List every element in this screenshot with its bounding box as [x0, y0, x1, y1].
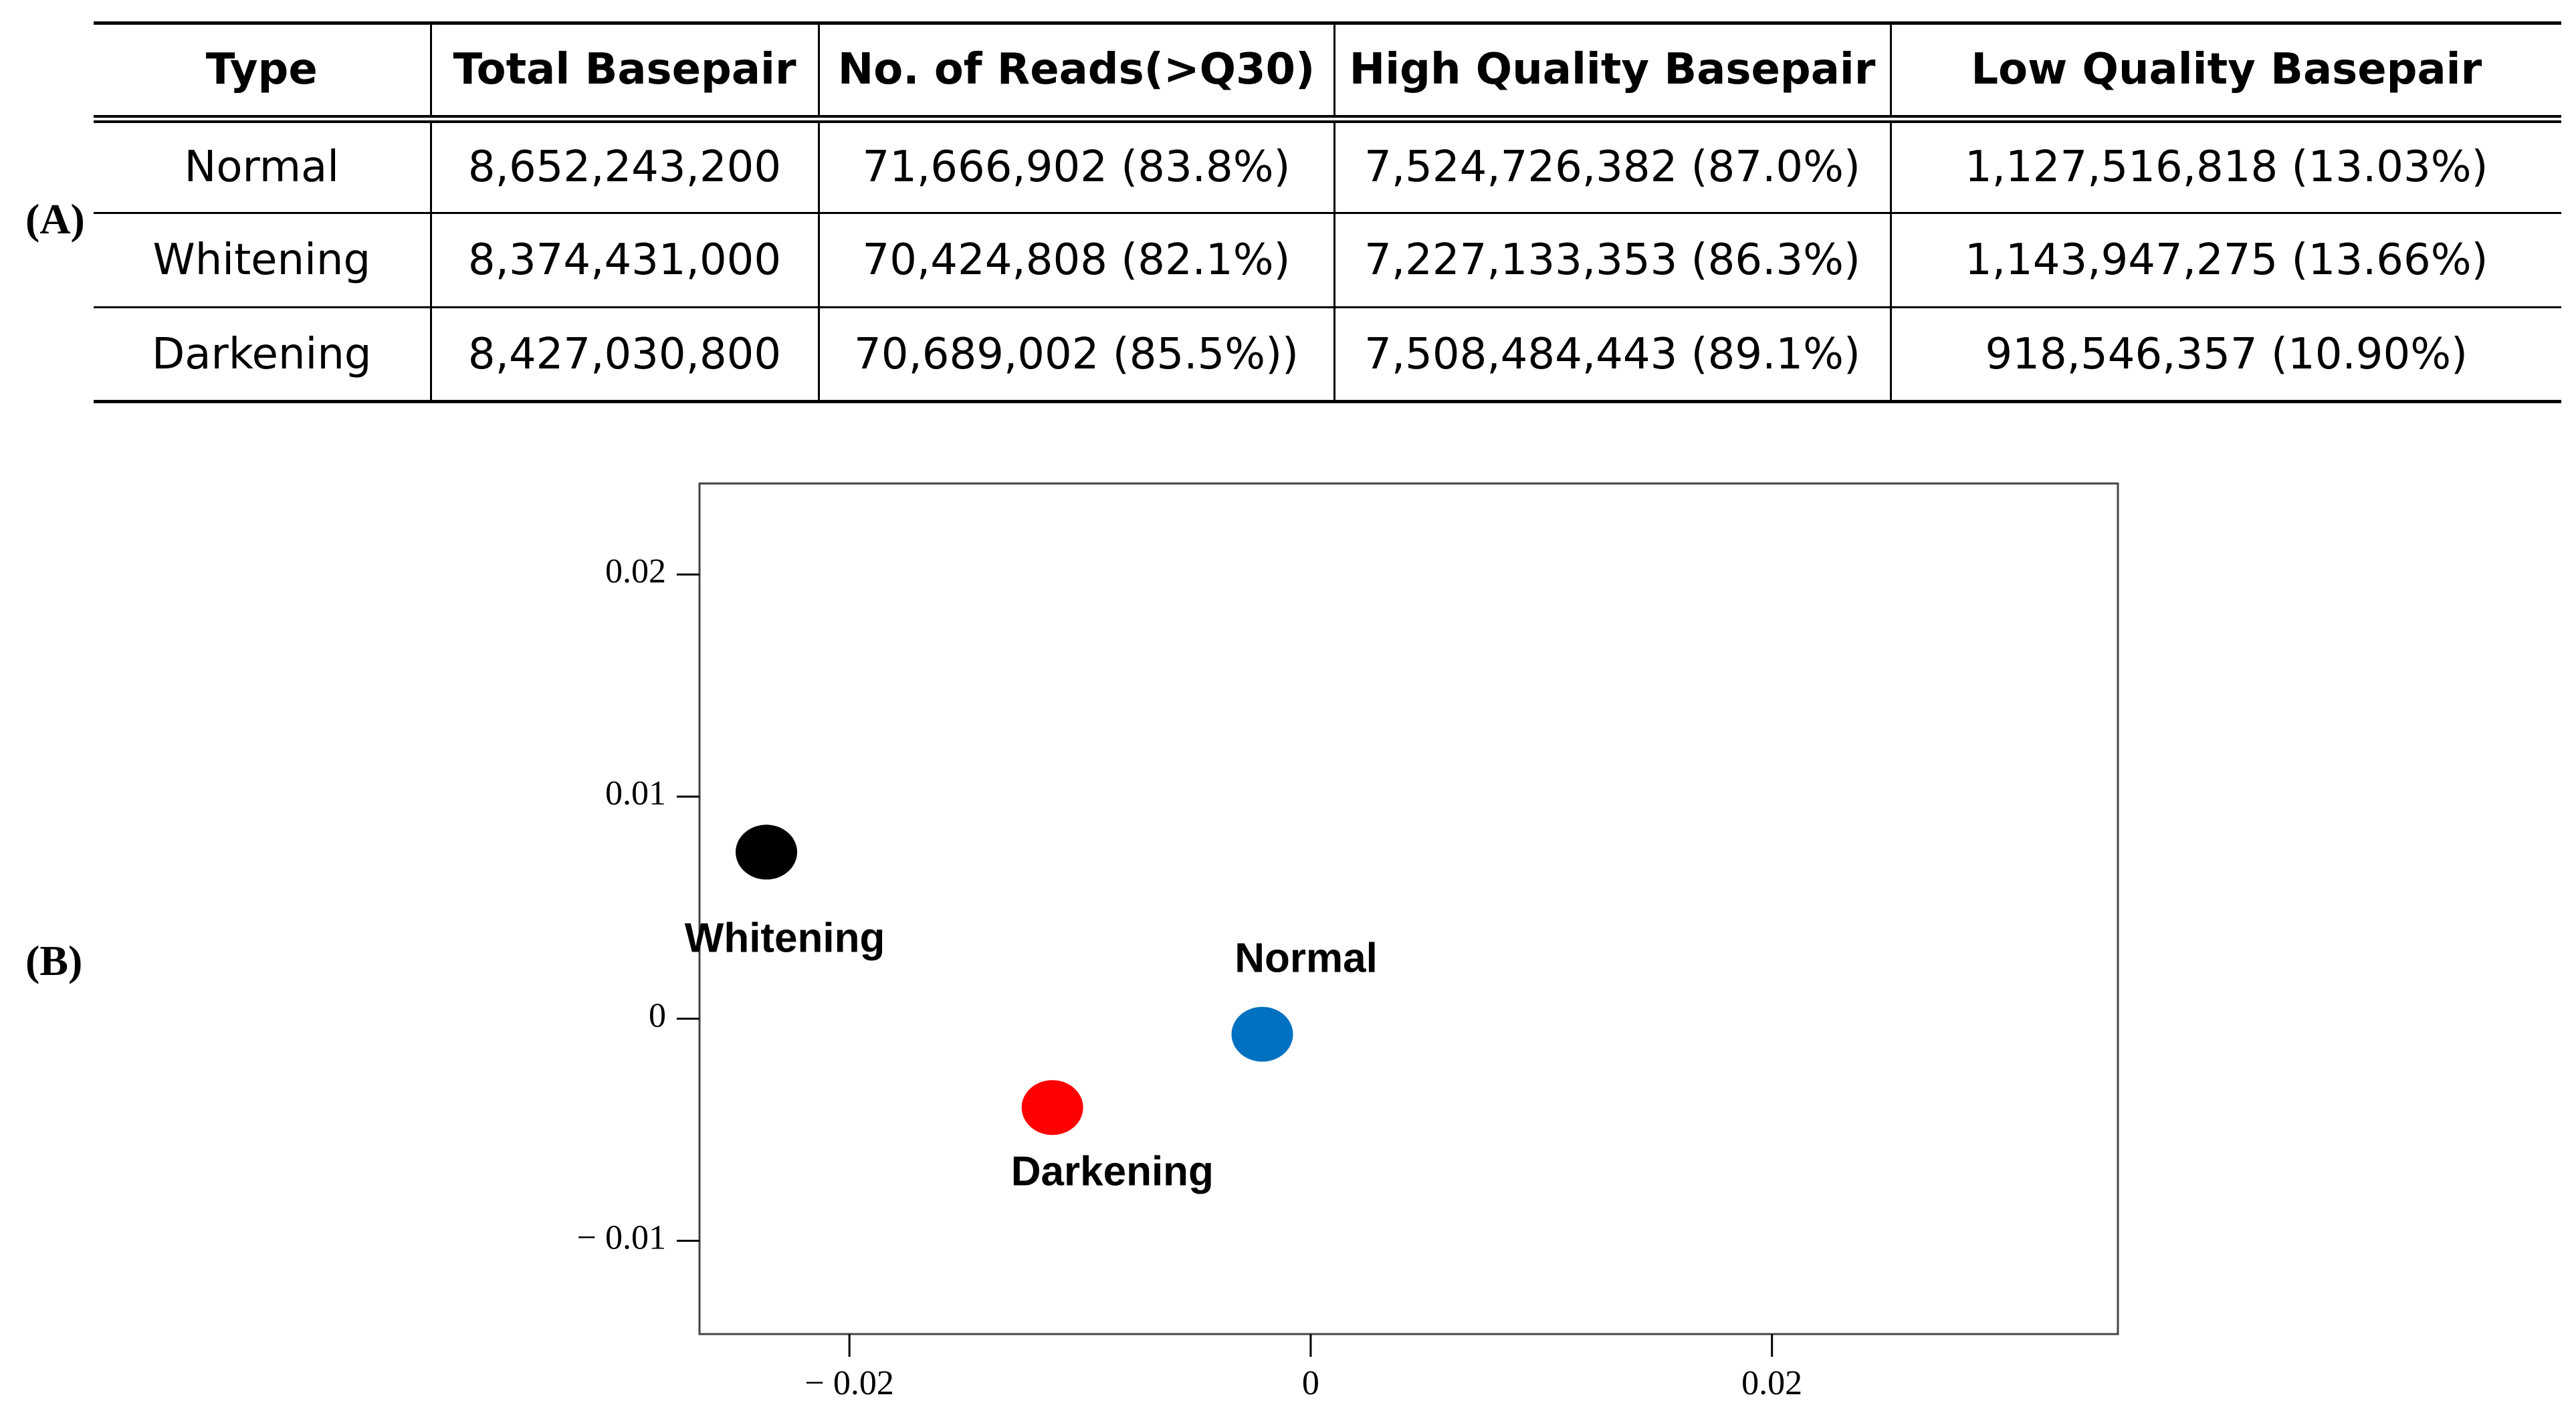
y-tick-label: − 0.01	[577, 1218, 666, 1257]
cell-no-of-reads: 70,689,002 (85.5%))	[817, 307, 1334, 402]
point-label-darkening: Darkening	[1011, 1148, 1214, 1194]
x-tick-label: 0.02	[1741, 1364, 1802, 1402]
plot-layer: 0.02 0.01 0 − 0.01 − 0.02 0 0.02 Whitening Norma…	[577, 552, 1803, 1402]
panel-label-b: (B)	[25, 937, 83, 984]
point-darkening	[1021, 1080, 1083, 1135]
cell-total-basepair: 8,374,431,000	[429, 213, 819, 308]
point-label-normal: Normal	[1235, 935, 1378, 981]
x-tick-label: − 0.02	[805, 1364, 894, 1402]
table-row-darkening: Darkening 8,427,030,800 70,689,002 (85.5…	[94, 307, 2561, 402]
table-header-row: Type Total Basepair No. of Reads(>Q30) H…	[94, 23, 2561, 119]
table-row-normal: Normal 8,652,243,200 71,666,902 (83.8%) …	[94, 118, 2561, 213]
cell-low-quality-basepair: 918,546,357 (10.90%)	[1889, 307, 2561, 402]
plot-frame	[698, 482, 2119, 1335]
x-tick-label: 0	[1302, 1364, 1319, 1402]
point-normal	[1231, 1006, 1293, 1062]
cell-high-quality-basepair: 7,524,726,382 (87.0%)	[1333, 118, 1891, 213]
panel-label-a: (A)	[25, 195, 85, 243]
y-tick-label: 0.01	[605, 774, 666, 812]
point-whitening	[736, 825, 798, 880]
cell-total-basepair: 8,427,030,800	[429, 307, 819, 402]
y-tick-label: 0.02	[605, 552, 666, 590]
cell-no-of-reads: 71,666,902 (83.8%)	[817, 118, 1334, 213]
cell-type: Whitening	[152, 235, 371, 285]
header-no-of-reads: No. of Reads(>Q30)	[817, 23, 1334, 119]
header-total-basepair: Total Basepair	[429, 23, 819, 119]
cell-type: Darkening	[152, 329, 372, 379]
cell-no-of-reads: 70,424,808 (82.1%)	[817, 213, 1334, 308]
header-high-quality-basepair: High Quality Basepair	[1333, 23, 1891, 119]
cell-type: Normal	[184, 142, 340, 193]
cell-total-basepair: 8,652,243,200	[429, 118, 819, 213]
sequencing-stats-table: Type Total Basepair No. of Reads(>Q30) H…	[94, 21, 2561, 403]
table-row-whitening: Whitening 8,374,431,000 70,424,808 (82.1…	[94, 213, 2561, 308]
y-tick-label: 0	[649, 996, 666, 1034]
cell-high-quality-basepair: 7,227,133,353 (86.3%)	[1333, 213, 1891, 308]
cell-low-quality-basepair: 1,127,516,818 (13.03%)	[1889, 118, 2561, 213]
cell-high-quality-basepair: 7,508,484,443 (89.1%)	[1333, 307, 1891, 402]
cell-low-quality-basepair: 1,143,947,275 (13.66%)	[1889, 213, 2561, 308]
sequencing-stats-table-wrap: Type Total Basepair No. of Reads(>Q30) H…	[94, 21, 2561, 403]
header-type: Type	[205, 45, 318, 95]
point-label-whitening: Whitening	[685, 915, 885, 962]
header-low-quality-basepair: Low Quality Basepair	[1889, 23, 2561, 119]
